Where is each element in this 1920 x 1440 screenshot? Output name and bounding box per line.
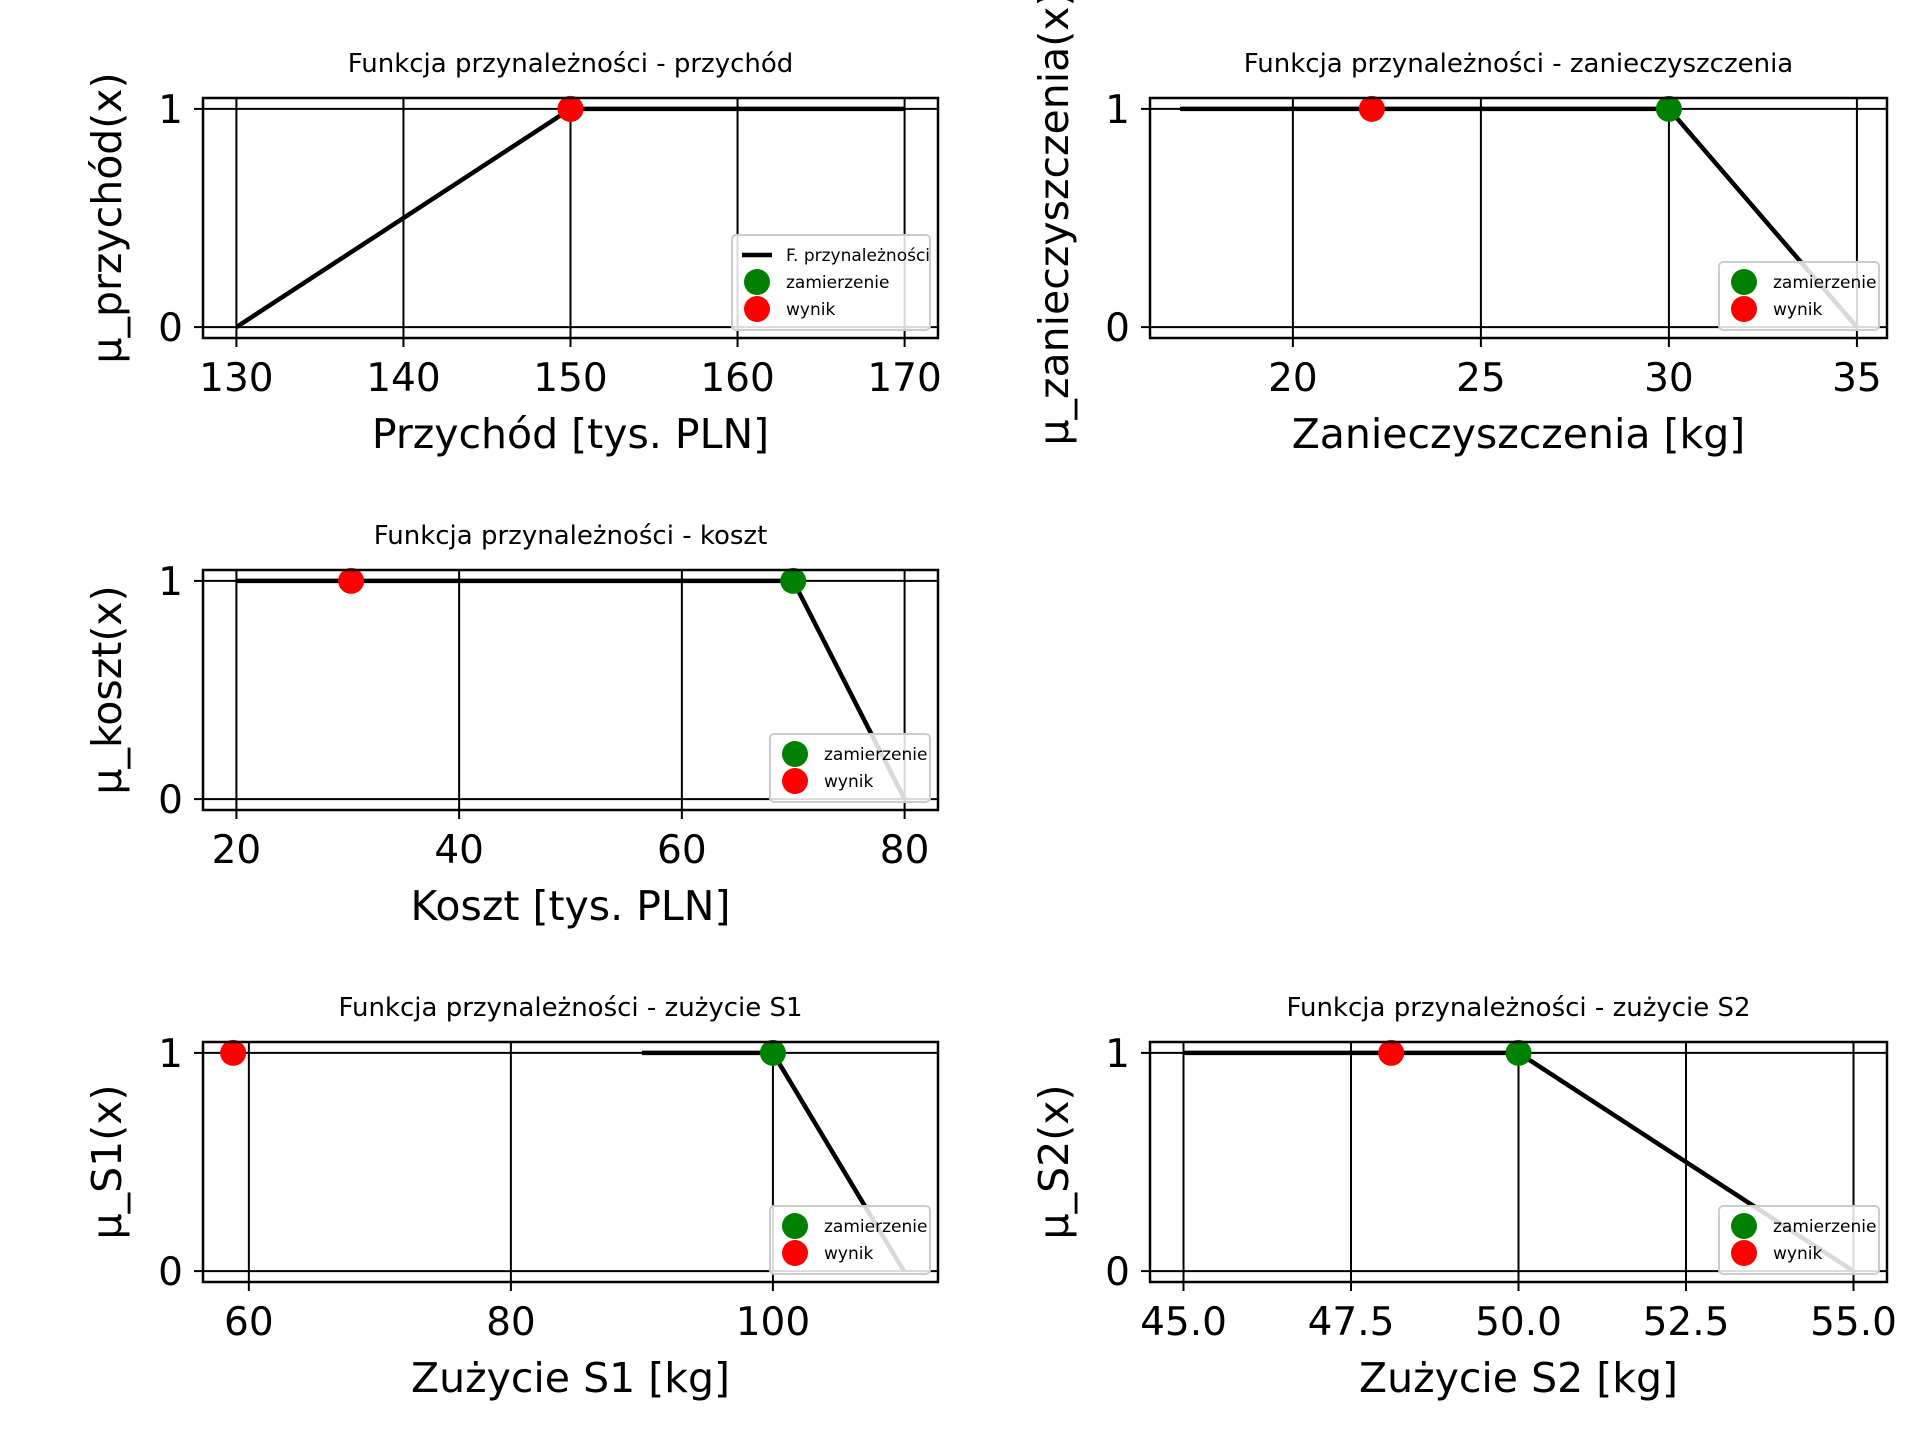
y-axis-label: μ_przychód(x): [83, 72, 131, 363]
legend-wynik-marker: [782, 1240, 808, 1266]
x-tick-label: 25: [1456, 356, 1506, 401]
y-tick-label: 1: [158, 1032, 183, 1077]
y-tick-label: 1: [1105, 88, 1130, 133]
legend-label: wynik: [1773, 1244, 1822, 1264]
legend-zamierzenie-marker: [782, 741, 808, 767]
legend-zamierzenie-marker: [1731, 1213, 1757, 1239]
x-tick-label: 40: [434, 828, 484, 873]
legend-wynik-marker: [744, 296, 770, 322]
legend-label: zamierzenie: [786, 273, 889, 293]
zamierzenie-point: [780, 567, 807, 594]
y-tick-label: 0: [158, 1250, 183, 1295]
subplot-3: 20 40 60 80 0 1 Funkcja przynależności - koszt…: [83, 521, 940, 930]
legend: zamierzenie wynik: [1718, 261, 1880, 331]
legend-label: zamierzenie: [824, 1217, 927, 1237]
x-tick-label: 47.5: [1308, 1300, 1395, 1345]
chart-title: Funkcja przynależności - zużycie S2: [1286, 993, 1750, 1023]
legend-label: F. przynależności: [786, 246, 930, 266]
x-tick-label: 160: [700, 356, 774, 401]
y-tick-label: 1: [1105, 1032, 1130, 1077]
x-tick-label: 170: [867, 356, 941, 401]
x-tick-label: 100: [736, 1300, 810, 1345]
legend-label: wynik: [824, 1244, 873, 1264]
x-tick-label: 55.0: [1810, 1300, 1897, 1345]
y-axis-label: μ_koszt(x): [83, 585, 131, 794]
legend-wynik-marker: [1731, 1240, 1757, 1266]
subplot-4: 60 80 100 0 1 Funkcja przynależności - zużyci…: [83, 993, 940, 1402]
chart-title: Funkcja przynależności - zużycie S1: [338, 993, 802, 1023]
legend-zamierzenie-marker: [744, 269, 770, 295]
wynik-point: [1358, 95, 1385, 122]
wynik-point: [338, 567, 365, 594]
axes-frame: [201, 568, 940, 812]
y-tick-label: 0: [1105, 1250, 1130, 1295]
zamierzenie-point: [759, 1039, 786, 1066]
legend-frame: [1718, 261, 1880, 331]
y-tick-label: 0: [1105, 306, 1130, 351]
x-tick-label: 130: [199, 356, 273, 401]
y-axis-label: μ_zanieczyszczenia(x): [1030, 0, 1078, 446]
x-tick-label: 30: [1644, 356, 1694, 401]
legend: zamierzenie wynik: [1718, 1205, 1880, 1275]
y-axis-label: μ_S2(x): [1030, 1085, 1078, 1240]
legend-frame: [731, 234, 931, 331]
wynik-point: [1378, 1039, 1405, 1066]
x-tick-label: 35: [1832, 356, 1882, 401]
axes-frame: [1148, 96, 1889, 340]
chart-title: Funkcja przynależności - koszt: [374, 521, 768, 551]
x-tick-label: 60: [657, 828, 707, 873]
legend-label: wynik: [824, 772, 873, 792]
x-tick-label: 45.0: [1140, 1300, 1227, 1345]
y-tick-label: 1: [158, 88, 183, 133]
legend-zamierzenie-marker: [1731, 269, 1757, 295]
legend-frame: [769, 733, 931, 803]
subplot-5: 45.0 47.5 50.0 52.5 55.0 0 1 Funkcja przynależn…: [1030, 993, 1897, 1402]
chart-title: Funkcja przynależności - przychód: [348, 49, 794, 79]
wynik-point: [557, 95, 584, 122]
y-tick-label: 0: [158, 778, 183, 823]
y-tick-label: 0: [158, 306, 183, 351]
zamierzenie-point: [1655, 95, 1682, 122]
legend: F. przynależności zamierzenie wynik: [731, 234, 931, 331]
subplot-1: 130 140 150 160 170 0 1 Funkcja przynależności …: [83, 49, 942, 458]
x-tick-label: 60: [224, 1300, 274, 1345]
x-axis-label: Zanieczyszczenia [kg]: [1292, 410, 1746, 458]
wynik-point: [220, 1039, 247, 1066]
chart-title: Funkcja przynależności - zanieczyszczeni…: [1244, 49, 1794, 79]
legend: zamierzenie wynik: [769, 733, 931, 803]
legend-label: wynik: [1773, 300, 1822, 320]
y-tick-label: 1: [158, 560, 183, 605]
subplot-2: 20 25 30 35 0 1 Funkcja przynależności - zanie…: [1030, 0, 1889, 458]
zamierzenie-point: [1505, 1039, 1532, 1066]
x-tick-label: 80: [880, 828, 930, 873]
legend-zamierzenie-marker: [782, 1213, 808, 1239]
axes-frame: [201, 1040, 940, 1284]
x-tick-label: 80: [486, 1300, 536, 1345]
x-tick-label: 150: [533, 356, 607, 401]
y-axis-label: μ_S1(x): [83, 1085, 131, 1240]
legend-label: zamierzenie: [1773, 273, 1876, 293]
x-tick-label: 50.0: [1475, 1300, 1562, 1345]
legend-wynik-marker: [1731, 296, 1757, 322]
legend-frame: [1718, 1205, 1880, 1275]
x-axis-label: Zużycie S2 [kg]: [1359, 1354, 1678, 1402]
x-axis-label: Zużycie S1 [kg]: [411, 1354, 730, 1402]
legend-frame: [769, 1205, 931, 1275]
legend: zamierzenie wynik: [769, 1205, 931, 1275]
x-tick-label: 140: [366, 356, 440, 401]
legend-label: zamierzenie: [1773, 1217, 1876, 1237]
x-axis-label: Przychód [tys. PLN]: [372, 410, 769, 458]
x-tick-label: 20: [1268, 356, 1318, 401]
x-tick-label: 52.5: [1643, 1300, 1730, 1345]
x-axis-label: Koszt [tys. PLN]: [411, 882, 731, 930]
legend-label: zamierzenie: [824, 745, 927, 765]
legend-wynik-marker: [782, 768, 808, 794]
x-tick-label: 20: [212, 828, 262, 873]
legend-label: wynik: [786, 300, 835, 320]
